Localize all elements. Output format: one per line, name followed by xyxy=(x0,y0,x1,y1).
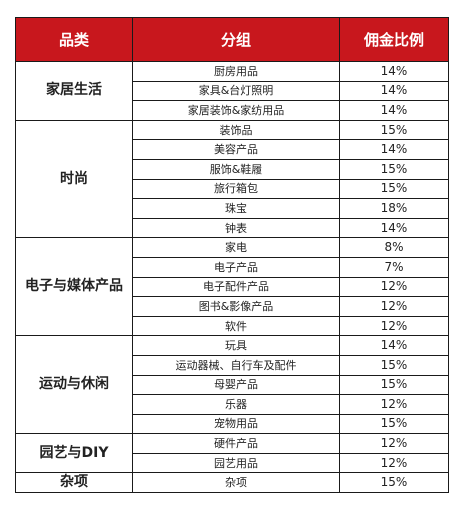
header-rate: 佣金比例 xyxy=(339,17,449,62)
rate-cell: 12% xyxy=(339,315,449,337)
rate-cell: 15% xyxy=(339,413,449,435)
category-cell: 电子与媒体产品 xyxy=(15,237,133,337)
table-row: 旅行箱包 15% xyxy=(16,178,449,200)
group-cell: 母婴产品 xyxy=(132,374,340,396)
rate-cell: 14% xyxy=(339,139,449,160)
rate-cell: 15% xyxy=(339,472,449,494)
table-row: 软件 12% xyxy=(16,315,449,337)
rate-cell: 14% xyxy=(339,217,449,239)
table-row: 运动器械、自行车及配件 15% xyxy=(16,354,449,376)
table-row: 运动与休闲 玩具 14% xyxy=(15,335,449,435)
table-row: 美容产品 14% xyxy=(16,139,449,160)
rate-cell: 8% xyxy=(339,237,449,258)
table-row: 电子配件产品 12% xyxy=(16,276,449,298)
category-cell: 园艺与DIY xyxy=(15,433,133,474)
group-cell: 电子配件产品 xyxy=(132,276,340,298)
header-row: 品类 分组 佣金比例 xyxy=(15,17,449,62)
rate-cell: 14% xyxy=(339,61,449,82)
group-cell: 杂项 xyxy=(132,472,340,494)
commission-table: 品类 分组 佣金比例 家居生活 厨房用品 14% 家具&台灯照明 14% 家居装饰&家纺用… xyxy=(15,17,449,494)
group-cell: 家居装饰&家纺用品 xyxy=(132,100,340,121)
group-cell: 运动器械、自行车及配件 xyxy=(132,354,340,376)
group-cell: 玩具 xyxy=(132,335,340,356)
group-cell: 家具&台灯照明 xyxy=(132,80,340,102)
header-group: 分组 xyxy=(132,17,340,62)
header-category: 品类 xyxy=(15,17,133,62)
rate-cell: 12% xyxy=(339,433,449,454)
group-cell: 宠物用品 xyxy=(132,413,340,435)
group-cell: 软件 xyxy=(132,315,340,337)
table-body: 家居生活 厨房用品 14% 家具&台灯照明 14% 家居装饰&家纺用品 14% 时尚 装饰品 15… xyxy=(15,61,449,494)
rate-cell: 15% xyxy=(339,158,449,180)
table-row: 杂项 杂项 15% xyxy=(15,472,449,494)
group-cell: 硬件产品 xyxy=(132,433,340,454)
rate-cell: 15% xyxy=(339,119,449,141)
group-cell: 厨房用品 xyxy=(132,61,340,82)
group-cell: 乐器 xyxy=(132,394,340,415)
group-cell: 服饰&鞋履 xyxy=(132,158,340,180)
table-row: 电子产品 7% xyxy=(16,256,449,278)
rate-cell: 14% xyxy=(339,100,449,121)
group-cell: 图书&影像产品 xyxy=(132,296,340,317)
table-header: 品类 分组 佣金比例 xyxy=(15,17,449,62)
rate-cell: 12% xyxy=(339,452,449,474)
category-cell: 运动与休闲 xyxy=(15,335,133,435)
table-row: 钟表 14% xyxy=(16,217,449,239)
group-cell: 美容产品 xyxy=(132,139,340,160)
rate-cell: 15% xyxy=(339,178,449,200)
table-row: 图书&影像产品 12% xyxy=(16,296,449,317)
rate-cell: 15% xyxy=(339,374,449,396)
rate-cell: 7% xyxy=(339,256,449,278)
category-cell: 时尚 xyxy=(15,119,133,239)
table-row: 家居生活 厨房用品 14% xyxy=(15,61,449,121)
group-cell: 钟表 xyxy=(132,217,340,239)
group-cell: 珠宝 xyxy=(132,198,340,219)
rate-cell: 14% xyxy=(339,80,449,102)
rate-cell: 12% xyxy=(339,394,449,415)
group-cell: 旅行箱包 xyxy=(132,178,340,200)
rate-cell: 18% xyxy=(339,198,449,219)
group-cell: 家电 xyxy=(132,237,340,258)
group-cell: 装饰品 xyxy=(132,119,340,141)
group-cell: 园艺用品 xyxy=(132,452,340,474)
rate-cell: 15% xyxy=(339,354,449,376)
category-cell: 杂项 xyxy=(15,472,133,494)
table-row: 电子与媒体产品 家电 8% xyxy=(15,237,449,337)
table-row: 母婴产品 15% xyxy=(16,374,449,396)
category-cell: 家居生活 xyxy=(15,61,133,121)
table-row: 时尚 装饰品 15% xyxy=(15,119,449,239)
table-row: 园艺与DIY 硬件产品 12% xyxy=(15,433,449,474)
rate-cell: 12% xyxy=(339,296,449,317)
rate-cell: 14% xyxy=(339,335,449,356)
rate-cell: 12% xyxy=(339,276,449,298)
group-cell: 电子产品 xyxy=(132,256,340,278)
